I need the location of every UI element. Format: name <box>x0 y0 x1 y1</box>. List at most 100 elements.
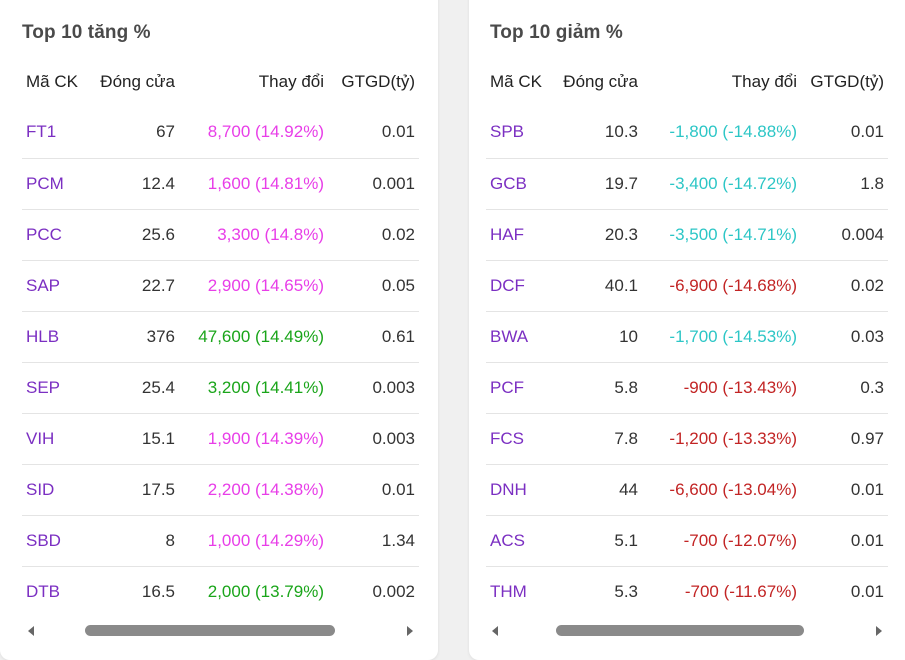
header-change[interactable]: Thay đổi <box>731 72 797 91</box>
header-close[interactable]: Đóng cửa <box>100 72 175 91</box>
top-gainers-table: Mã CK Đóng cửa Thay đổi GTGD(tỷ) FT1 67 8,… <box>22 57 419 617</box>
top-gainers-card: Top 10 tăng % Mã CK Đóng cửa Thay đổi GT… <box>0 0 438 660</box>
close-price: 5.8 <box>552 361 642 413</box>
stock-symbol-link[interactable]: PCC <box>22 208 86 260</box>
scroll-left-icon[interactable] <box>28 626 34 636</box>
trade-value: 1.34 <box>328 514 419 566</box>
stock-symbol-link[interactable]: HAF <box>486 208 552 260</box>
table-header-row: Mã CK Đóng cửa Thay đổi GTGD(tỷ) <box>22 57 419 107</box>
scrollbar-thumb[interactable] <box>556 625 804 636</box>
price-change: 8,700 (14.92%) <box>207 122 324 142</box>
scroll-left-icon[interactable] <box>492 626 498 636</box>
trade-value: 0.3 <box>801 361 888 413</box>
table-row[interactable]: FT1 67 8,700 (14.92%) 0.01 <box>22 107 419 158</box>
price-change: 2,200 (14.38%) <box>179 463 328 515</box>
stock-symbol-link[interactable]: HLB <box>22 310 86 362</box>
stock-symbol-link[interactable]: ACS <box>486 514 552 566</box>
header-symbol[interactable]: Mã CK <box>490 72 542 91</box>
stock-symbol-link[interactable]: SEP <box>22 361 86 413</box>
price-change: -6,600 (-13.04%) <box>642 463 801 515</box>
header-close[interactable]: Đóng cửa <box>563 72 638 91</box>
scroll-right-icon[interactable] <box>876 626 882 636</box>
table-row[interactable]: DTB 16.5 2,000 (13.79%) 0.002 <box>22 565 419 617</box>
table-row[interactable]: HLB 376 47,600 (14.49%) 0.61 <box>22 310 419 362</box>
stock-symbol-link[interactable]: SAP <box>22 259 86 311</box>
table-row[interactable]: VIH 15.1 1,900 (14.39%) 0.003 <box>22 412 419 464</box>
stock-symbol-link[interactable]: FT1 <box>26 122 57 142</box>
trade-value: 1.8 <box>801 157 888 209</box>
close-price: 19.7 <box>552 157 642 209</box>
close-price: 25.6 <box>86 208 179 260</box>
stock-symbol-link[interactable]: SPB <box>490 122 525 142</box>
stock-symbol-link[interactable]: VIH <box>22 412 86 464</box>
trade-value: 0.05 <box>328 259 419 311</box>
price-change: -700 (-12.07%) <box>642 514 801 566</box>
table-row[interactable]: DNH 44 -6,600 (-13.04%) 0.01 <box>486 463 888 515</box>
table-row[interactable]: SBD 8 1,000 (14.29%) 1.34 <box>22 514 419 566</box>
scrollbar-thumb[interactable] <box>85 625 335 636</box>
stock-symbol-link[interactable]: PCM <box>22 157 86 209</box>
trade-value: 0.61 <box>328 310 419 362</box>
header-change[interactable]: Thay đổi <box>258 72 324 91</box>
trade-value: 0.01 <box>850 122 884 142</box>
stock-symbol-link[interactable]: DNH <box>486 463 552 515</box>
close-price: 8 <box>86 514 179 566</box>
close-price: 12.4 <box>86 157 179 209</box>
trade-value: 0.01 <box>801 514 888 566</box>
price-change: 2,900 (14.65%) <box>179 259 328 311</box>
table-row[interactable]: THM 5.3 -700 (-11.67%) 0.01 <box>486 565 888 617</box>
top-losers-card: Top 10 giảm % Mã CK Đóng cửa Thay đổi GT… <box>469 0 905 660</box>
table-row[interactable]: BWA 10 -1,700 (-14.53%) 0.03 <box>486 310 888 362</box>
table-row[interactable]: DCF 40.1 -6,900 (-14.68%) 0.02 <box>486 259 888 311</box>
top-losers-title: Top 10 giảm % <box>490 22 623 43</box>
stock-symbol-link[interactable]: PCF <box>486 361 552 413</box>
header-value[interactable]: GTGD(tỷ) <box>341 72 415 91</box>
stock-symbol-link[interactable]: BWA <box>486 310 552 362</box>
table-row[interactable]: ACS 5.1 -700 (-12.07%) 0.01 <box>486 514 888 566</box>
price-change: 1,000 (14.29%) <box>179 514 328 566</box>
trade-value: 0.001 <box>328 157 419 209</box>
trade-value: 0.003 <box>328 412 419 464</box>
table-row[interactable]: PCM 12.4 1,600 (14.81%) 0.001 <box>22 157 419 209</box>
price-change: 1,900 (14.39%) <box>179 412 328 464</box>
stock-symbol-link[interactable]: DTB <box>22 565 86 617</box>
stock-symbol-link[interactable]: FCS <box>486 412 552 464</box>
table-row[interactable]: PCF 5.8 -900 (-13.43%) 0.3 <box>486 361 888 413</box>
price-change: -3,500 (-14.71%) <box>642 208 801 260</box>
price-change: -1,700 (-14.53%) <box>642 310 801 362</box>
scroll-right-icon[interactable] <box>407 626 413 636</box>
header-symbol[interactable]: Mã CK <box>26 72 78 91</box>
trade-value: 0.03 <box>801 310 888 362</box>
stock-symbol-link[interactable]: DCF <box>486 259 552 311</box>
close-price: 10.3 <box>604 122 638 142</box>
trade-value: 0.01 <box>328 463 419 515</box>
trade-value: 0.002 <box>328 565 419 617</box>
table-row[interactable]: FCS 7.8 -1,200 (-13.33%) 0.97 <box>486 412 888 464</box>
table-row[interactable]: GCB 19.7 -3,400 (-14.72%) 1.8 <box>486 157 888 209</box>
table-row[interactable]: SAP 22.7 2,900 (14.65%) 0.05 <box>22 259 419 311</box>
stock-symbol-link[interactable]: SBD <box>22 514 86 566</box>
close-price: 5.1 <box>552 514 642 566</box>
trade-value: 0.003 <box>328 361 419 413</box>
horizontal-scrollbar[interactable] <box>486 621 888 641</box>
stock-symbol-link[interactable]: THM <box>486 565 552 617</box>
trade-value: 0.01 <box>801 463 888 515</box>
table-row[interactable]: SEP 25.4 3,200 (14.41%) 0.003 <box>22 361 419 413</box>
price-change: 3,200 (14.41%) <box>179 361 328 413</box>
header-value[interactable]: GTGD(tỷ) <box>810 72 884 91</box>
table-row[interactable]: SPB 10.3 -1,800 (-14.88%) 0.01 <box>486 107 888 158</box>
close-price: 376 <box>86 310 179 362</box>
table-row[interactable]: PCC 25.6 3,300 (14.8%) 0.02 <box>22 208 419 260</box>
table-row[interactable]: SID 17.5 2,200 (14.38%) 0.01 <box>22 463 419 515</box>
stock-symbol-link[interactable]: GCB <box>486 157 552 209</box>
close-price: 17.5 <box>86 463 179 515</box>
stock-symbol-link[interactable]: SID <box>22 463 86 515</box>
price-change: -1,200 (-13.33%) <box>642 412 801 464</box>
top-gainers-title: Top 10 tăng % <box>22 22 151 43</box>
close-price: 44 <box>552 463 642 515</box>
table-row[interactable]: HAF 20.3 -3,500 (-14.71%) 0.004 <box>486 208 888 260</box>
price-change: -700 (-11.67%) <box>642 565 801 617</box>
close-price: 20.3 <box>552 208 642 260</box>
price-change: 47,600 (14.49%) <box>179 310 328 362</box>
horizontal-scrollbar[interactable] <box>22 621 419 641</box>
